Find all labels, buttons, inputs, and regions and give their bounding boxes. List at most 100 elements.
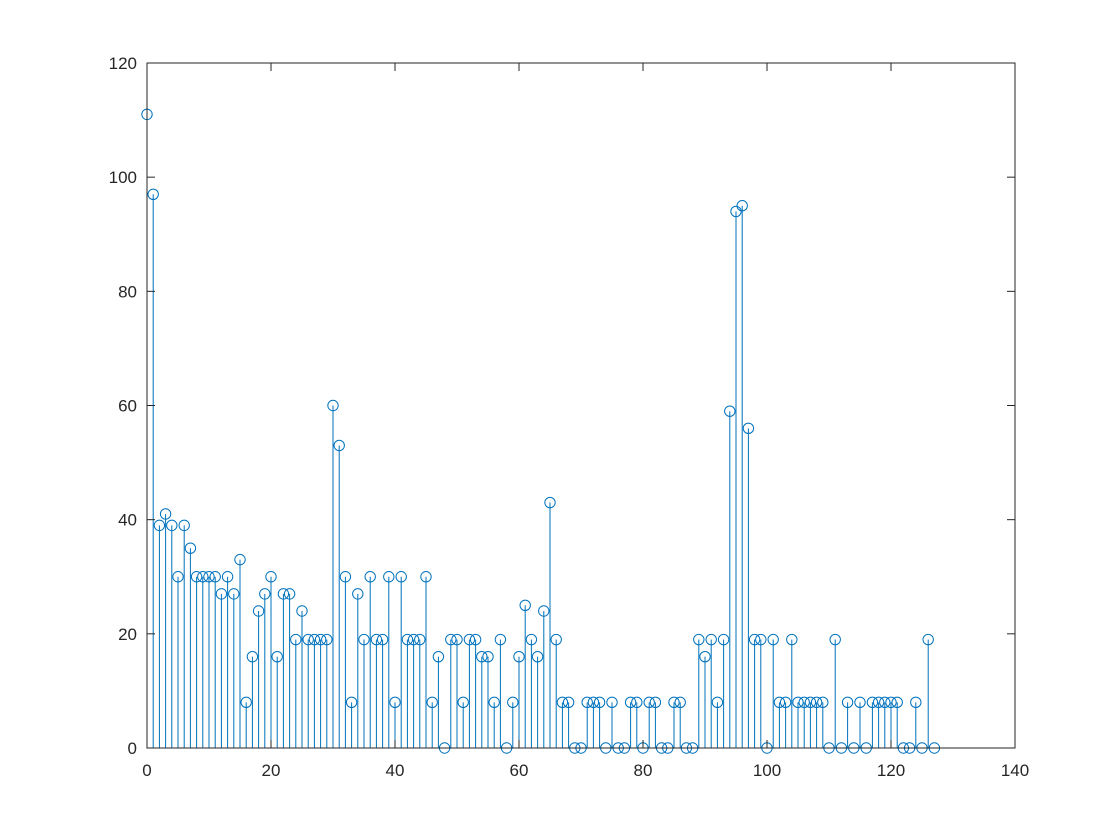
stem-marker (283, 588, 296, 600)
y-tick-label: 20 (118, 625, 137, 644)
stem-marker (494, 633, 507, 646)
stem-marker (197, 571, 209, 583)
stem-marker (184, 542, 197, 554)
stem-marker (674, 696, 686, 709)
stem-marker (345, 696, 358, 709)
stem-marker (209, 571, 221, 583)
stem-marker (879, 696, 891, 709)
stem-marker (829, 633, 841, 646)
stem-marker (519, 599, 531, 611)
stem-marker (420, 571, 432, 583)
axis-ticks: 0 20 40 60 80 100 120 140 0 20 40 60 80 100 120 (109, 54, 1030, 780)
stem-marker (451, 633, 463, 646)
y-tick-label: 0 (128, 739, 137, 758)
y-tick-label: 80 (118, 282, 137, 301)
stem-marker (302, 633, 314, 646)
stem-marker (321, 633, 333, 646)
stem-marker (525, 633, 538, 646)
stem-marker (166, 519, 178, 532)
x-tick-label: 60 (510, 761, 529, 780)
stem-marker (414, 633, 426, 646)
stem-marker (190, 571, 203, 583)
stem-marker (271, 650, 283, 663)
y-tick-label: 60 (118, 397, 137, 416)
stem-marker (265, 571, 277, 583)
stem-marker (463, 633, 476, 646)
x-tick-label: 0 (142, 761, 151, 780)
stem-marker (376, 633, 389, 646)
stem-marker (742, 422, 755, 435)
stem-marker (562, 696, 575, 709)
stem-marker (488, 696, 500, 709)
y-tick-label: 120 (109, 54, 137, 73)
stem-marker (724, 405, 736, 417)
stem-marker (705, 633, 717, 646)
stem-marker (228, 588, 240, 600)
stem-marker (314, 633, 327, 646)
stem-marker (221, 571, 234, 583)
stem-marker (810, 696, 823, 709)
stem-marker (786, 633, 798, 646)
stem-marker (432, 650, 445, 663)
stem-marker (352, 588, 364, 600)
x-tick-label: 140 (1001, 761, 1029, 780)
stem-marker (668, 696, 680, 709)
y-tick-label: 40 (118, 511, 137, 530)
stem-marker (581, 696, 593, 709)
stem-marker (383, 571, 395, 583)
stem-marker (649, 696, 662, 709)
stem-marker (587, 696, 600, 709)
stem-marker (364, 571, 376, 583)
stem-marker (290, 633, 302, 646)
stem-marker (476, 650, 488, 663)
stem-marker (736, 200, 748, 212)
x-tick-label: 100 (753, 761, 781, 780)
stem-marker (624, 696, 637, 709)
stem-marker (550, 633, 562, 646)
stem-marker (507, 696, 519, 709)
stem-marker (178, 519, 190, 532)
y-tick-label: 100 (109, 168, 137, 187)
x-tick-label: 80 (634, 761, 653, 780)
stem-marker (717, 633, 730, 646)
stem-marker (866, 696, 879, 709)
stem-marker (872, 696, 885, 709)
stem-marker (358, 633, 370, 646)
stem-marker (631, 696, 643, 709)
stem-marker (153, 519, 166, 532)
stem-marker (240, 696, 252, 709)
stem-marker (606, 696, 618, 709)
stem-marker (730, 205, 742, 218)
stem-marker (457, 696, 469, 709)
axes-background (147, 63, 1015, 748)
stem-marker (277, 588, 290, 600)
x-tick-label: 20 (262, 761, 281, 780)
stem-marker (854, 696, 866, 709)
stem-marker (748, 633, 761, 646)
stem-marker (259, 588, 271, 600)
stem-marker (401, 633, 414, 646)
stem-marker (699, 650, 711, 663)
stem-marker (711, 696, 724, 709)
stem-marker (513, 650, 525, 663)
stem-marker (817, 696, 829, 709)
stem-marker (395, 571, 407, 583)
stem-marker (333, 439, 345, 452)
stem-marker (296, 605, 308, 617)
stem-marker (172, 571, 184, 583)
stem-marker (407, 633, 420, 646)
stem-marker (426, 696, 438, 709)
stem-marker (643, 696, 655, 709)
stem-marker (370, 633, 383, 646)
stem-marker (252, 605, 265, 617)
stem-marker (885, 696, 897, 709)
stem-marker (482, 650, 494, 663)
stem-marker (556, 696, 569, 709)
stem-marker (593, 696, 606, 709)
stem-marker (804, 696, 817, 709)
stem-marker (891, 696, 903, 709)
stem-marker (544, 496, 556, 509)
x-tick-label: 120 (877, 761, 905, 780)
stem-marker (389, 696, 401, 709)
